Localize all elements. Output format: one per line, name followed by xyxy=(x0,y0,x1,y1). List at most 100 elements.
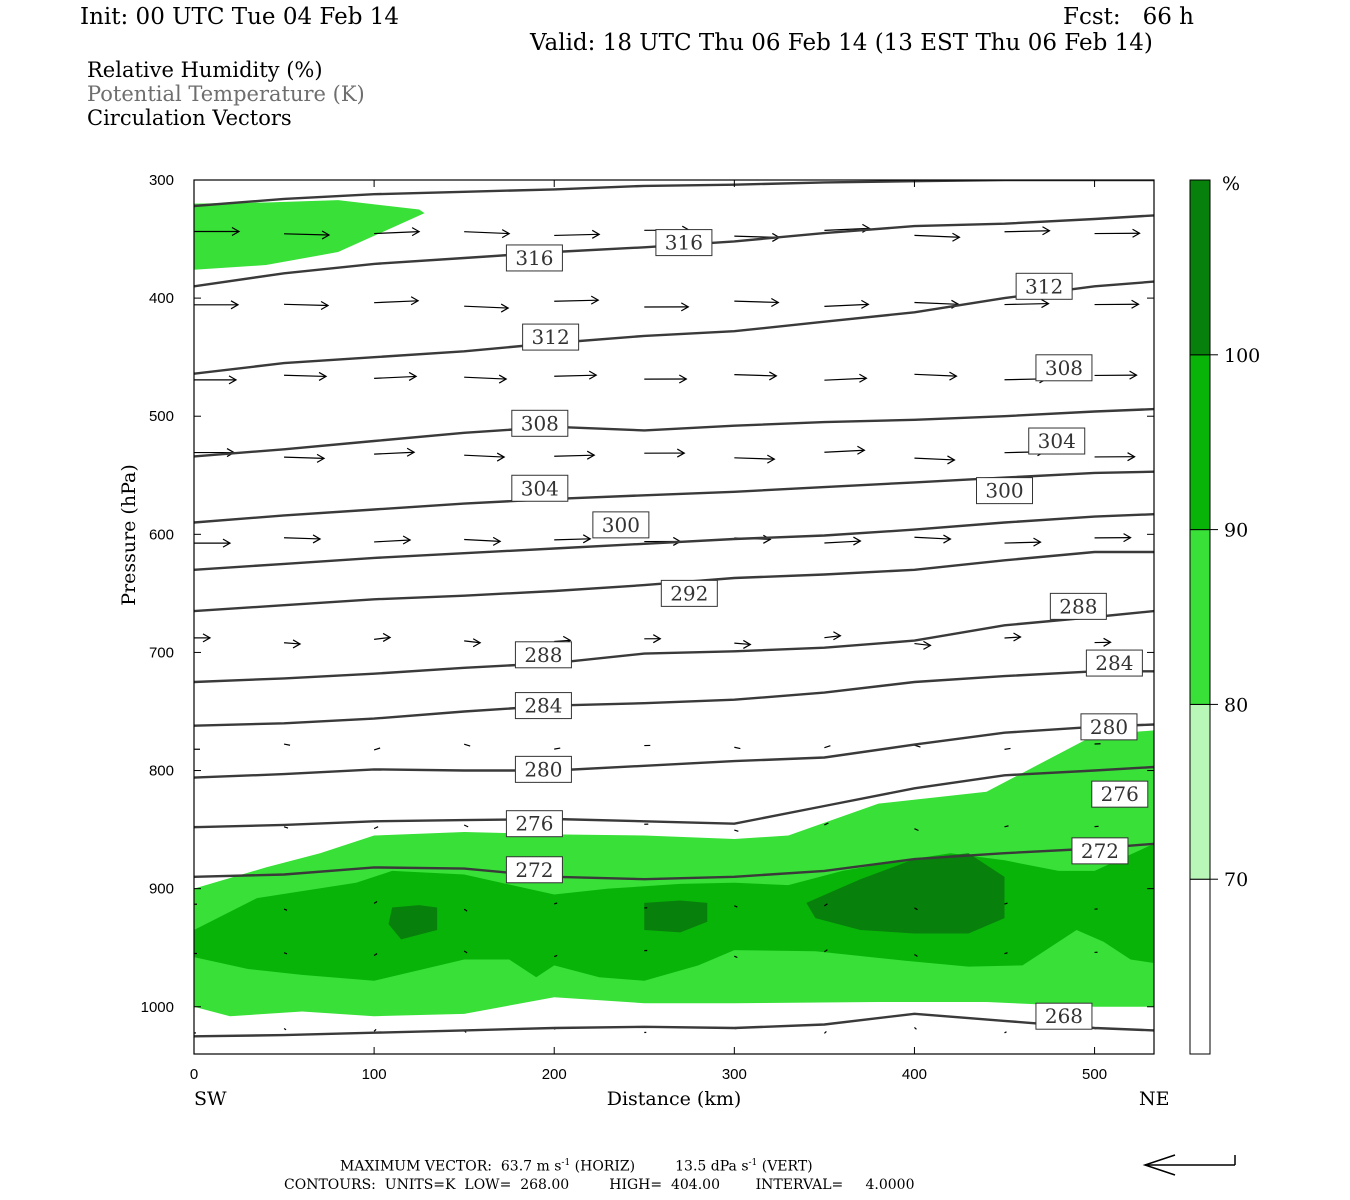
reference-vector-icon xyxy=(1142,1154,1236,1176)
contour-label-text: 276 xyxy=(1101,782,1139,806)
vector-arrow-35 xyxy=(374,451,415,455)
contour-label-8: 304 xyxy=(511,474,569,502)
vector-arrow-36 xyxy=(464,454,505,458)
contour-label-text: 280 xyxy=(1090,715,1128,739)
y-tick-label: 1000 xyxy=(141,999,174,1016)
vector-arrow-62 xyxy=(824,635,841,639)
vector-head-37 xyxy=(496,452,506,462)
contour-label-20: 272 xyxy=(505,856,563,884)
theta-contour-labels: 316 316 312 312 308 308 304 300 304 300 292 288 288 2… xyxy=(505,229,1149,1030)
rh-region-3 xyxy=(388,905,438,940)
vector-arrow-53 xyxy=(1004,541,1041,544)
rh-region-5 xyxy=(806,853,1005,934)
y-tick-label: 700 xyxy=(149,644,174,661)
vector-arrow-23 xyxy=(284,374,327,378)
vector-head-39 xyxy=(676,448,686,458)
vector-arrow-29 xyxy=(824,377,867,381)
vector-arrow-2 xyxy=(374,231,420,235)
vector-arrow-118 xyxy=(914,1027,917,1030)
x-tick-label: 500 xyxy=(1082,1066,1107,1083)
y-tick-label: 800 xyxy=(149,763,174,780)
contour-label-19: 272 xyxy=(1071,837,1129,865)
vector-head-58 xyxy=(382,632,392,642)
vector-head-38 xyxy=(586,450,596,460)
vector-head-24 xyxy=(318,371,328,381)
contour-label-1: 316 xyxy=(655,229,713,257)
colorbar-tick-label: 100 xyxy=(1224,345,1260,367)
contour-label-14: 284 xyxy=(514,692,572,720)
contour-label-text: 316 xyxy=(665,231,703,255)
contour-label-text: 312 xyxy=(1025,274,1063,298)
vector-arrow-84 xyxy=(824,822,829,826)
vector-arrow-41 xyxy=(914,457,955,461)
theta-contour-308 xyxy=(194,280,1154,375)
vector-arrow-18 xyxy=(824,303,869,307)
vector-arrow-4 xyxy=(554,233,600,237)
vector-head-53 xyxy=(943,534,952,544)
contour-label-text: 300 xyxy=(602,513,640,537)
vector-head-23 xyxy=(228,375,238,385)
vector-arrow-37 xyxy=(554,454,595,457)
vector-head-13 xyxy=(320,300,330,311)
vector-head-48 xyxy=(492,536,502,546)
vector-head-3 xyxy=(411,227,421,237)
vector-arrow-83 xyxy=(734,829,739,832)
vector-arrow-72 xyxy=(734,746,741,750)
contour-label-6: 304 xyxy=(1028,427,1086,455)
y-tick-label: 400 xyxy=(149,290,174,307)
vector-head-41 xyxy=(857,445,866,455)
contour-label-text: 308 xyxy=(521,411,559,435)
vector-head-31 xyxy=(949,371,958,381)
vector-head-59 xyxy=(472,638,482,648)
theta-contours xyxy=(194,180,1154,1038)
theta-contour-304 xyxy=(194,407,1154,458)
vector-arrow-75 xyxy=(1004,747,1011,750)
contour-label-10: 292 xyxy=(660,579,718,607)
vector-arrow-78 xyxy=(283,826,289,829)
vector-arrow-97 xyxy=(1004,902,1008,905)
vector-arrow-56 xyxy=(284,642,301,645)
relative-humidity-shading xyxy=(194,200,1154,1017)
contour-label-text: 284 xyxy=(524,694,562,718)
vector-head-36 xyxy=(406,447,416,457)
vector-arrow-94 xyxy=(734,905,738,908)
vector-arrow-51 xyxy=(824,540,861,544)
vector-arrow-59 xyxy=(554,639,571,643)
vector-head-16 xyxy=(590,295,600,305)
vector-arrow-52 xyxy=(914,536,951,540)
init-time: Init: 00 UTC Tue 04 Feb 14 xyxy=(80,4,400,30)
vector-arrow-40 xyxy=(824,449,865,453)
contour-label-18: 276 xyxy=(505,810,563,838)
plot-frame xyxy=(193,179,1155,1055)
contour-label-text: 316 xyxy=(515,246,553,270)
theta-contour-268 xyxy=(194,1012,1154,1038)
vector-head-66 xyxy=(1103,637,1112,647)
max-vector-horiz: MAXIMUM VECTOR: 63.7 m s xyxy=(340,1158,562,1175)
vector-arrow-70 xyxy=(554,747,561,750)
vector-arrow-46 xyxy=(374,539,411,543)
vector-arrow-102 xyxy=(463,950,468,954)
vector-arrow-14 xyxy=(464,305,509,309)
vector-head-12 xyxy=(230,300,240,310)
vector-arrow-64 xyxy=(1004,636,1021,639)
contour-label-text: 272 xyxy=(515,858,553,882)
vector-head-35 xyxy=(316,453,326,463)
vector-arrow-1 xyxy=(284,233,330,236)
vector-arrow-103 xyxy=(554,954,558,958)
vector-arrow-101 xyxy=(373,953,378,956)
theta-contour-300 xyxy=(194,470,1154,524)
vector-arrow-39 xyxy=(734,457,775,460)
colorbar-unit: % xyxy=(1222,173,1240,195)
vector-head-22 xyxy=(1131,299,1140,309)
vector-arrow-34 xyxy=(284,456,325,459)
contour-label-17: 276 xyxy=(1091,780,1149,808)
colorbar-segment-0 xyxy=(1189,878,1211,1055)
vector-arrow-111 xyxy=(283,1028,287,1031)
x-axis-label: Distance (km) xyxy=(607,1088,742,1110)
theta-contour-284 xyxy=(194,670,1154,727)
colorbar-tick-label: 70 xyxy=(1224,869,1248,891)
vector-head-46 xyxy=(312,534,322,544)
y-tick-label: 500 xyxy=(149,408,174,425)
contour-label-9: 300 xyxy=(592,511,650,539)
contour-label-text: 304 xyxy=(521,476,559,500)
